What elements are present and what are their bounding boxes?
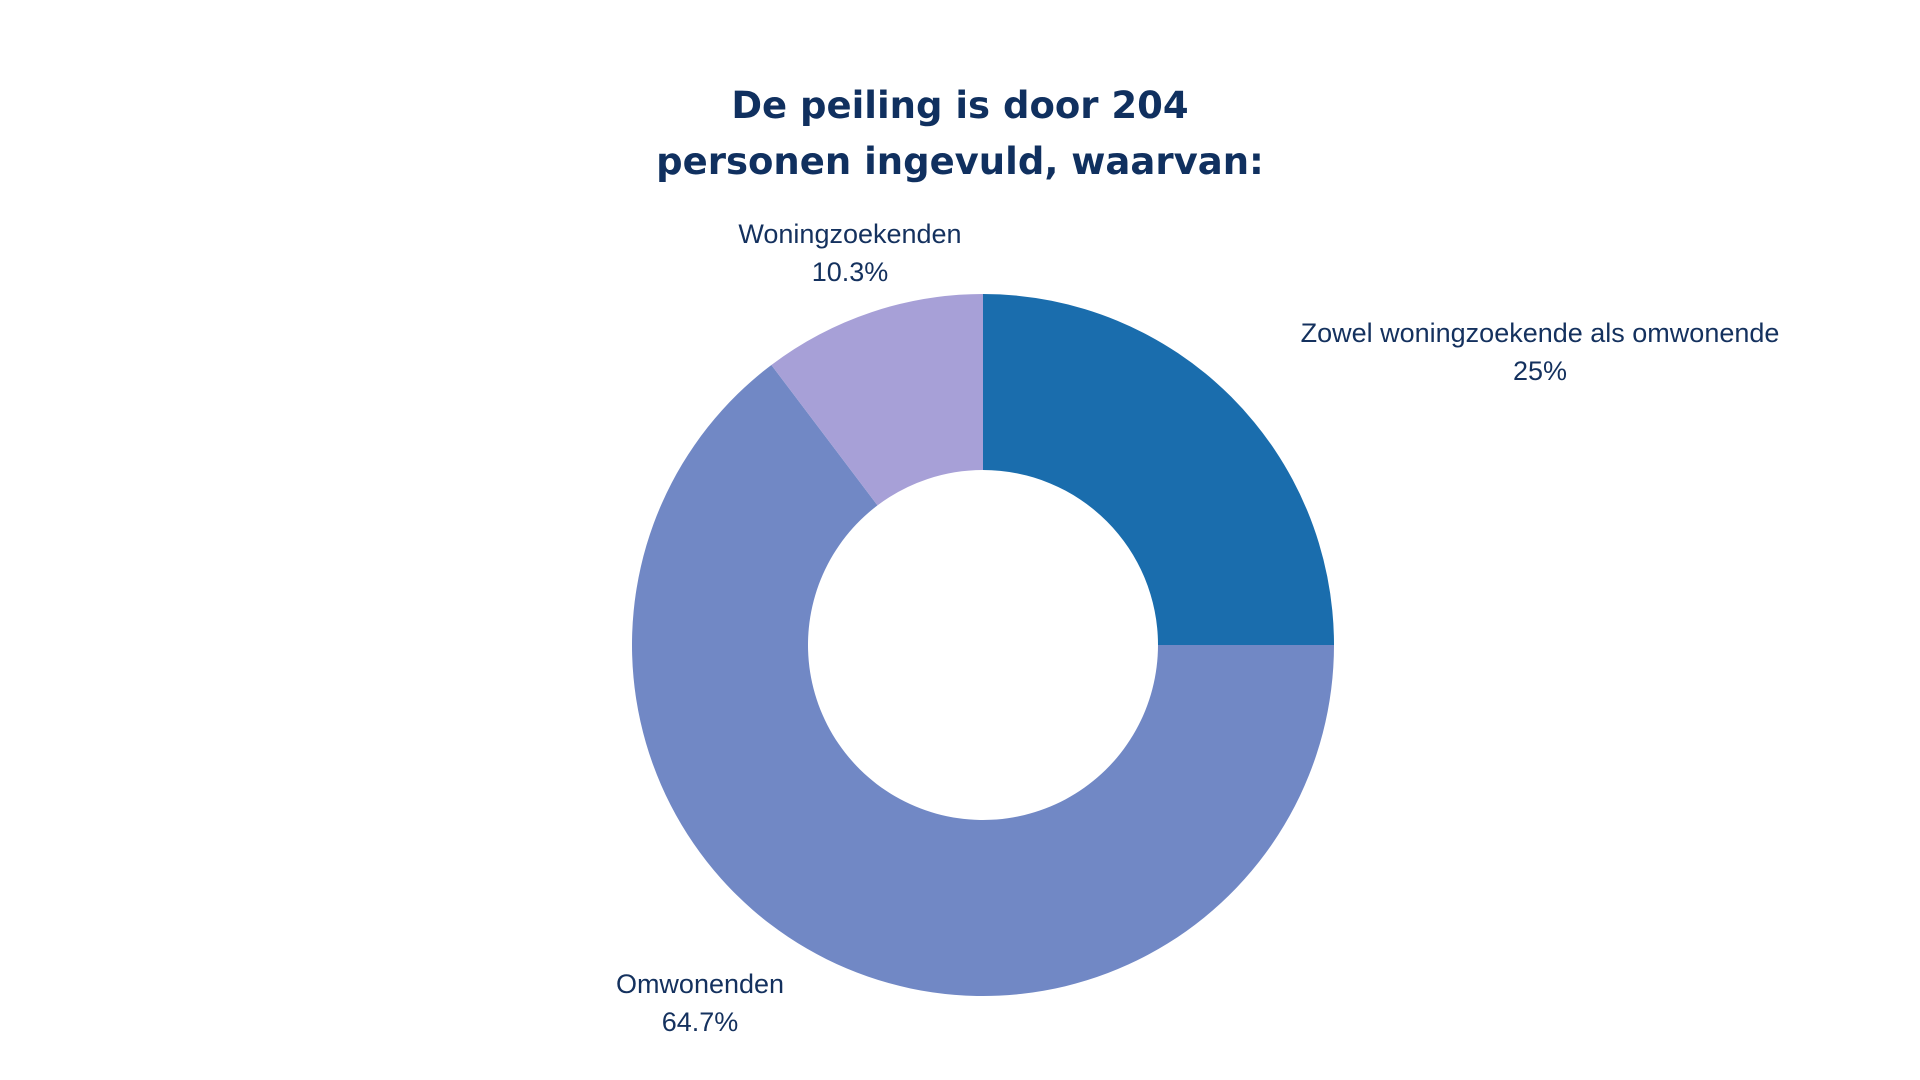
slice-label-zowel-name: Zowel woningzoekende als omwonende [1300, 318, 1780, 348]
donut-slice-omwonenden [631, 364, 1334, 997]
slice-label-woningzoekenden-value: 10.3% [811, 257, 889, 287]
slice-label-woningzoekenden-name: Woningzoekenden [738, 219, 962, 249]
slice-label-zowel-value: 25% [1512, 356, 1568, 386]
slice-label-omwonenden: Omwonenden 64.7% [560, 965, 840, 1041]
chart-title-line-1: De peiling is door 204 [731, 84, 1189, 127]
chart-title: De peiling is door 204 personen ingevuld… [0, 78, 1920, 190]
slice-label-zowel: Zowel woningzoekende als omwonende 25% [1260, 314, 1820, 390]
donut-slice-zowel [983, 294, 1334, 645]
slice-label-omwonenden-value: 64.7% [661, 1007, 739, 1037]
donut-slice-woningzoekenden [771, 294, 983, 506]
slice-label-woningzoekenden: Woningzoekenden 10.3% [690, 215, 1010, 291]
chart-title-line-2: personen ingevuld, waarvan: [656, 140, 1264, 183]
slice-label-omwonenden-name: Omwonenden [615, 969, 785, 999]
